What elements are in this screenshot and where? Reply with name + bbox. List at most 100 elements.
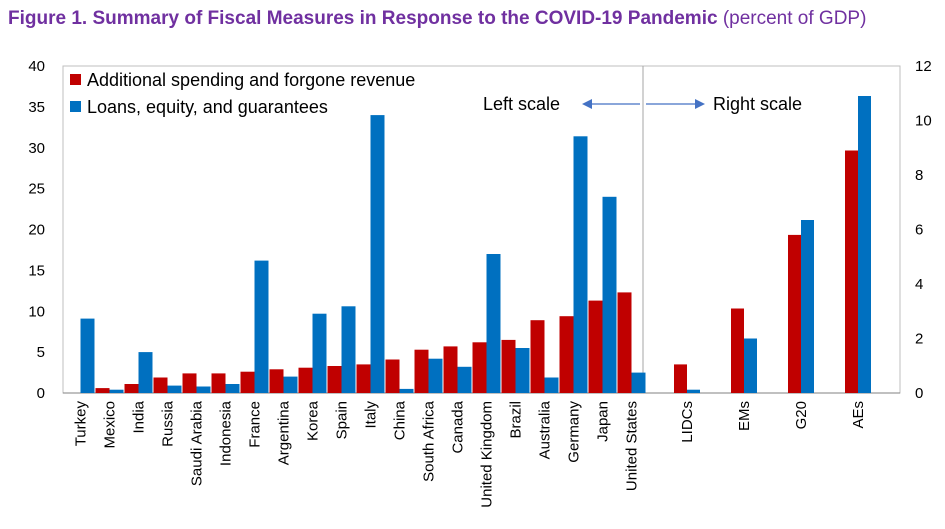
left-y-tick-0: 0 [37, 385, 45, 402]
bar-united-kingdom-spending [472, 342, 487, 393]
bar-argentina-loans [283, 376, 298, 393]
bar-italy-spending [356, 364, 371, 393]
x-tick-indonesia: Indonesia [218, 400, 235, 466]
bar-united-states-loans [631, 372, 646, 393]
bar-mexico-loans [109, 389, 124, 393]
bar-saudi-arabia-spending [182, 373, 197, 393]
legend-label-spending: Additional spending and forgone revenue [87, 70, 415, 90]
right-panel-bars [674, 96, 871, 393]
chart-title-main: Figure 1. Summary of Fiscal Measures in … [8, 8, 718, 29]
right-y-tick-10: 10 [915, 113, 932, 130]
left-scale-label: Left scale [483, 94, 560, 114]
bar-germany-spending [559, 316, 574, 393]
x-tick-china: China [392, 400, 409, 440]
bar-indonesia-loans [225, 384, 240, 393]
bar-australia-spending [530, 320, 545, 393]
bar-brazil-spending [501, 339, 516, 393]
left-y-tick-15: 15 [28, 262, 45, 279]
bar-indonesia-spending [211, 373, 226, 393]
right-y-tick-4: 4 [915, 276, 923, 293]
bar-ems-loans [744, 338, 757, 393]
x-axis-ticks: Turkey Mexico India Russia Saudi Arabia Indon… [73, 400, 868, 507]
right-arrow-icon [695, 99, 705, 109]
bar-aes-loans [858, 96, 871, 393]
x-tick-ems: EMs [736, 401, 753, 431]
bar-china-loans [399, 388, 414, 393]
bar-spain-spending [327, 366, 342, 393]
x-tick-spain: Spain [334, 401, 351, 439]
left-y-tick-5: 5 [37, 344, 45, 361]
legend-swatch-spending [70, 74, 81, 85]
bar-japan-spending [588, 300, 603, 393]
x-tick-germany: Germany [566, 401, 583, 463]
x-tick-united-kingdom: United Kingdom [479, 401, 496, 508]
x-tick-canada: Canada [450, 400, 467, 453]
x-tick-mexico: Mexico [102, 401, 119, 449]
bar-saudi-arabia-loans [196, 386, 211, 393]
bar-australia-loans [544, 377, 559, 393]
right-y-tick-2: 2 [915, 331, 923, 348]
chart-title-unit: (percent of GDP) [722, 8, 867, 29]
left-y-tick-20: 20 [28, 222, 45, 239]
x-tick-turkey: Turkey [73, 401, 90, 447]
x-tick-russia: Russia [160, 400, 177, 447]
x-tick-korea: Korea [305, 400, 322, 441]
x-tick-brazil: Brazil [508, 401, 525, 439]
bar-south-africa-spending [414, 349, 429, 393]
x-tick-argentina: Argentina [276, 400, 293, 465]
x-tick-south-africa: South Africa [421, 400, 438, 482]
scale-annotation: Left scale Right scale [483, 94, 802, 114]
bar-ems-spending [731, 308, 744, 393]
bar-russia-loans [167, 385, 182, 393]
left-panel-bars [80, 115, 646, 394]
bar-canada-spending [443, 346, 458, 393]
right-y-tick-0: 0 [915, 385, 923, 402]
legend: Additional spending and forgone revenue … [70, 70, 415, 117]
bar-italy-loans [370, 115, 385, 393]
left-y-tick-25: 25 [28, 181, 45, 198]
bar-brazil-loans [515, 348, 530, 393]
x-tick-lidcs: LIDCs [679, 401, 696, 443]
bar-france-loans [254, 260, 269, 393]
bar-turkey-loans [80, 318, 95, 393]
bar-russia-spending [153, 377, 168, 393]
bar-japan-loans [602, 196, 617, 393]
right-y-tick-12: 12 [915, 58, 932, 75]
bar-argentina-spending [269, 369, 284, 393]
bar-spain-loans [341, 306, 356, 393]
bar-lidcs-spending [674, 364, 687, 393]
x-tick-saudi-arabia: Saudi Arabia [189, 400, 206, 486]
bar-china-spending [385, 359, 400, 393]
bar-korea-loans [312, 313, 327, 393]
bar-korea-spending [298, 367, 313, 393]
x-tick-australia: Australia [537, 400, 554, 459]
x-tick-united-states: United States [624, 401, 641, 491]
bar-canada-loans [457, 366, 472, 393]
right-y-tick-8: 8 [915, 167, 923, 184]
bar-aes-spending [845, 150, 858, 393]
bar-germany-loans [573, 136, 588, 394]
x-tick-aes: AEs [850, 401, 867, 429]
bar-india-loans [138, 352, 153, 393]
left-arrow-icon [582, 99, 592, 109]
bar-france-spending [240, 371, 255, 393]
bar-g20-loans [801, 220, 814, 393]
legend-swatch-loans [70, 101, 81, 112]
x-tick-italy: Italy [363, 401, 380, 429]
left-axis-ticks: 0 5 10 15 20 25 30 35 40 [28, 58, 45, 402]
bar-united-kingdom-loans [486, 254, 501, 393]
left-y-tick-30: 30 [28, 140, 45, 157]
bar-g20-spending [788, 234, 801, 393]
right-axis-ticks: 0 2 4 6 8 10 12 [915, 58, 932, 402]
left-y-tick-40: 40 [28, 58, 45, 75]
legend-label-loans: Loans, equity, and guarantees [87, 97, 328, 117]
x-tick-japan: Japan [595, 401, 612, 442]
bar-mexico-spending [95, 388, 110, 393]
right-scale-label: Right scale [713, 94, 802, 114]
left-y-tick-10: 10 [28, 303, 45, 320]
right-y-tick-6: 6 [915, 222, 923, 239]
bar-south-africa-loans [428, 358, 443, 393]
x-tick-g20: G20 [793, 401, 810, 429]
x-tick-india: India [131, 400, 148, 433]
